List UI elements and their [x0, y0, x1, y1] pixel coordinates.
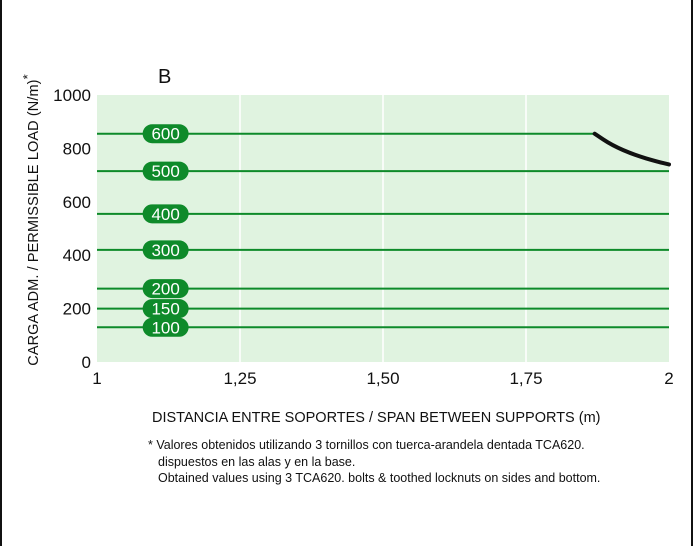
limit-curve-layer [592, 131, 671, 167]
series-label-badge [142, 279, 189, 299]
series-label-text: 400 [151, 205, 179, 224]
series-label-500: 500 [142, 161, 189, 181]
y-tick-label: 1000 [53, 86, 91, 105]
y-axis-title: CARGA ADM. / PERMISSIBLE LOAD (N/m)* [20, 74, 42, 365]
series-label-badge [142, 317, 189, 337]
series-label-text: 150 [151, 300, 179, 319]
y-axis-title-text: CARGA ADM. / PERMISSIBLE LOAD (N/m) [25, 79, 42, 366]
y-tick-label: 800 [63, 139, 91, 158]
series-label-badge [142, 161, 189, 181]
footnote-line-1: * Valores obtenidos utilizando 3 tornill… [148, 438, 585, 452]
gridlines [239, 95, 527, 362]
series-label-badge [142, 124, 189, 144]
series-label-text: 600 [151, 125, 179, 144]
x-tick-label: 2 [664, 369, 673, 388]
x-tick-label: 1 [92, 369, 101, 388]
series-label-badge [142, 299, 189, 319]
y-tick-labels: 0 200 400 600 800 1000 [53, 86, 91, 372]
y-tick-label: 200 [63, 300, 91, 319]
series-label-text: 100 [151, 318, 179, 337]
x-tick-label: 1,50 [366, 369, 399, 388]
footnote-line-3: Obtained values using 3 TCA620. bolts & … [158, 471, 601, 485]
x-tick-labels: 1 1,25 1,50 1,75 2 [92, 369, 673, 388]
series-label-150: 150 [142, 299, 189, 319]
series-label-200: 200 [142, 279, 189, 299]
y-axis-title-asterisk: * [20, 74, 36, 80]
limit-curve [592, 131, 671, 167]
y-tick-label: 0 [82, 353, 91, 372]
series-label-text: 500 [151, 162, 179, 181]
series-label-400: 400 [142, 204, 189, 224]
y-tick-label: 600 [63, 193, 91, 212]
series-label-badge [142, 204, 189, 224]
series-lines [97, 132, 669, 329]
series-label-300: 300 [142, 240, 189, 260]
series-label-600: 600 [142, 124, 189, 144]
x-tick-label: 1,25 [223, 369, 256, 388]
x-axis-title: DISTANCIA ENTRE SOPORTES / SPAN BETWEEN … [152, 410, 601, 426]
footnote-line-2: dispuestos en las alas y en la base. [158, 455, 356, 469]
panel-label: B [158, 66, 172, 88]
y-tick-label: 400 [63, 246, 91, 265]
series-label-text: 300 [151, 241, 179, 260]
series-label-badge [142, 240, 189, 260]
series-label-100: 100 [142, 317, 189, 337]
series-label-text: 200 [151, 280, 179, 299]
x-tick-label: 1,75 [509, 369, 542, 388]
